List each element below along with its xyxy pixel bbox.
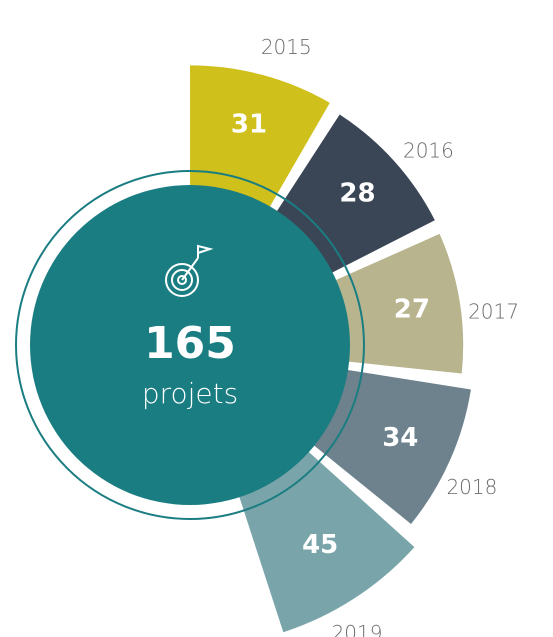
value-label: 34 [382, 423, 418, 453]
center-ring [15, 170, 365, 520]
year-label: 2018 [446, 475, 497, 499]
value-label: 45 [302, 530, 338, 560]
year-label: 2016 [403, 138, 454, 162]
center-circle [30, 185, 350, 505]
value-label: 31 [231, 109, 267, 139]
year-label: 2019 [332, 621, 383, 637]
center-label: projets [142, 377, 238, 410]
target-icon [165, 244, 214, 297]
value-label: 28 [339, 179, 375, 209]
year-label: 2015 [261, 35, 312, 59]
value-label: 27 [394, 294, 430, 324]
year-label: 2017 [468, 300, 519, 324]
center-value: 165 [144, 318, 236, 369]
